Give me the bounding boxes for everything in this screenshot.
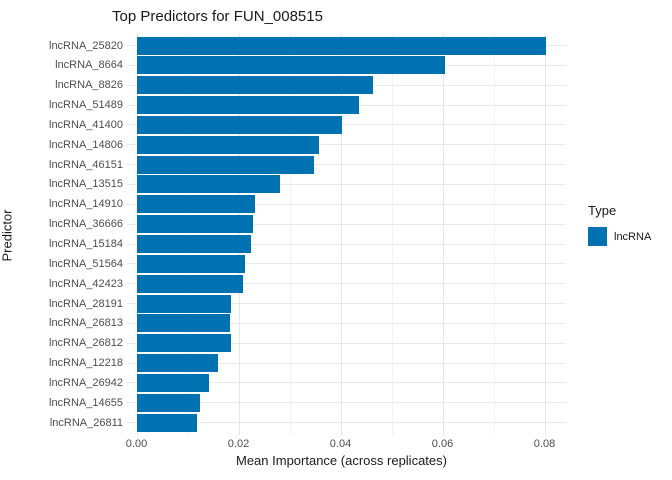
bar (136, 413, 197, 432)
category-gridline (127, 402, 566, 404)
bar (136, 215, 253, 234)
category-gridline (127, 164, 566, 166)
y-tick-label: lncRNA_15184 (49, 238, 123, 250)
bar (136, 96, 360, 115)
y-tick-label: lncRNA_26811 (49, 416, 123, 429)
y-tick-label: lncRNA_42423 (49, 277, 123, 290)
major-gridline (442, 33, 444, 435)
category-gridline (127, 422, 566, 424)
legend-title: Type (588, 203, 617, 218)
bar (136, 254, 245, 273)
x-tick-label: 0.02 (227, 438, 250, 450)
y-tick-label: lncRNA_13515 (49, 178, 123, 191)
category-gridline (127, 203, 566, 205)
y-tick-label: lncRNA_36666 (49, 218, 123, 231)
bar (136, 393, 201, 412)
category-gridline (127, 362, 566, 364)
bar (136, 175, 281, 194)
category-gridline (127, 144, 566, 146)
y-tick-label: lncRNA_12218 (49, 357, 123, 370)
y-tick-label: lncRNA_26812 (49, 337, 123, 350)
legend-entry-label: lncRNA (614, 230, 652, 243)
major-gridline (340, 33, 342, 435)
bar (136, 235, 252, 253)
x-tick-label: 0.04 (329, 438, 352, 450)
category-gridline (127, 263, 566, 265)
y-tick-label: lncRNA_41400 (49, 118, 123, 131)
major-gridline (544, 33, 546, 435)
bar (136, 56, 446, 75)
bar (136, 155, 314, 174)
bar (136, 354, 218, 373)
bar (136, 314, 231, 333)
category-gridline (127, 283, 566, 285)
bar (136, 274, 244, 293)
y-tick-label: lncRNA_14806 (49, 138, 123, 151)
legend-entry: lncRNA (588, 227, 651, 246)
category-gridline (127, 342, 566, 344)
category-gridline (127, 183, 566, 185)
x-tick-label: 0.00 (125, 438, 148, 450)
major-gridline (238, 33, 240, 435)
major-gridline (136, 33, 138, 435)
bar (136, 76, 373, 95)
legend: Type lncRNA (588, 203, 651, 246)
y-tick-label: lncRNA_26813 (49, 317, 123, 330)
y-axis-title: Predictor (0, 209, 15, 262)
bar (136, 135, 319, 154)
y-tick-label: lncRNA_26942 (49, 376, 123, 389)
category-gridline (127, 124, 566, 126)
x-tick-label: 0.06 (431, 438, 454, 450)
bar (136, 195, 255, 214)
minor-gridline (391, 33, 393, 435)
category-gridline (127, 243, 566, 245)
y-tick-label: lncRNA_14655 (49, 396, 123, 409)
y-tick-label: lncRNA_28191 (49, 297, 123, 310)
bar (136, 36, 547, 55)
y-tick-label: lncRNA_46151 (49, 158, 123, 171)
bar (136, 294, 232, 313)
legend-key-swatch (588, 227, 607, 246)
plot-panel (127, 33, 566, 435)
category-gridline (127, 223, 566, 225)
legend-entries: lncRNA (588, 227, 651, 246)
category-gridline (127, 322, 566, 324)
y-tick-label: lncRNA_51489 (49, 99, 123, 112)
y-tick-label: lncRNA_8664 (55, 59, 123, 72)
y-tick-label: lncRNA_8826 (55, 79, 123, 92)
y-tick-label: lncRNA_51564 (49, 257, 123, 270)
y-tick-label: lncRNA_25820 (49, 39, 123, 52)
y-tick-label: lncRNA_14910 (49, 198, 123, 211)
category-gridline (127, 382, 566, 384)
bar (136, 115, 343, 134)
chart-title: Top Predictors for FUN_008515 (112, 8, 323, 25)
minor-gridline (493, 33, 495, 435)
minor-gridline (289, 33, 291, 435)
bar (136, 334, 231, 353)
x-tick-label: 0.08 (533, 438, 556, 450)
minor-gridline (187, 33, 189, 435)
category-gridline (127, 303, 566, 305)
x-axis-title: Mean Importance (across replicates) (236, 453, 447, 468)
bar (136, 373, 209, 392)
